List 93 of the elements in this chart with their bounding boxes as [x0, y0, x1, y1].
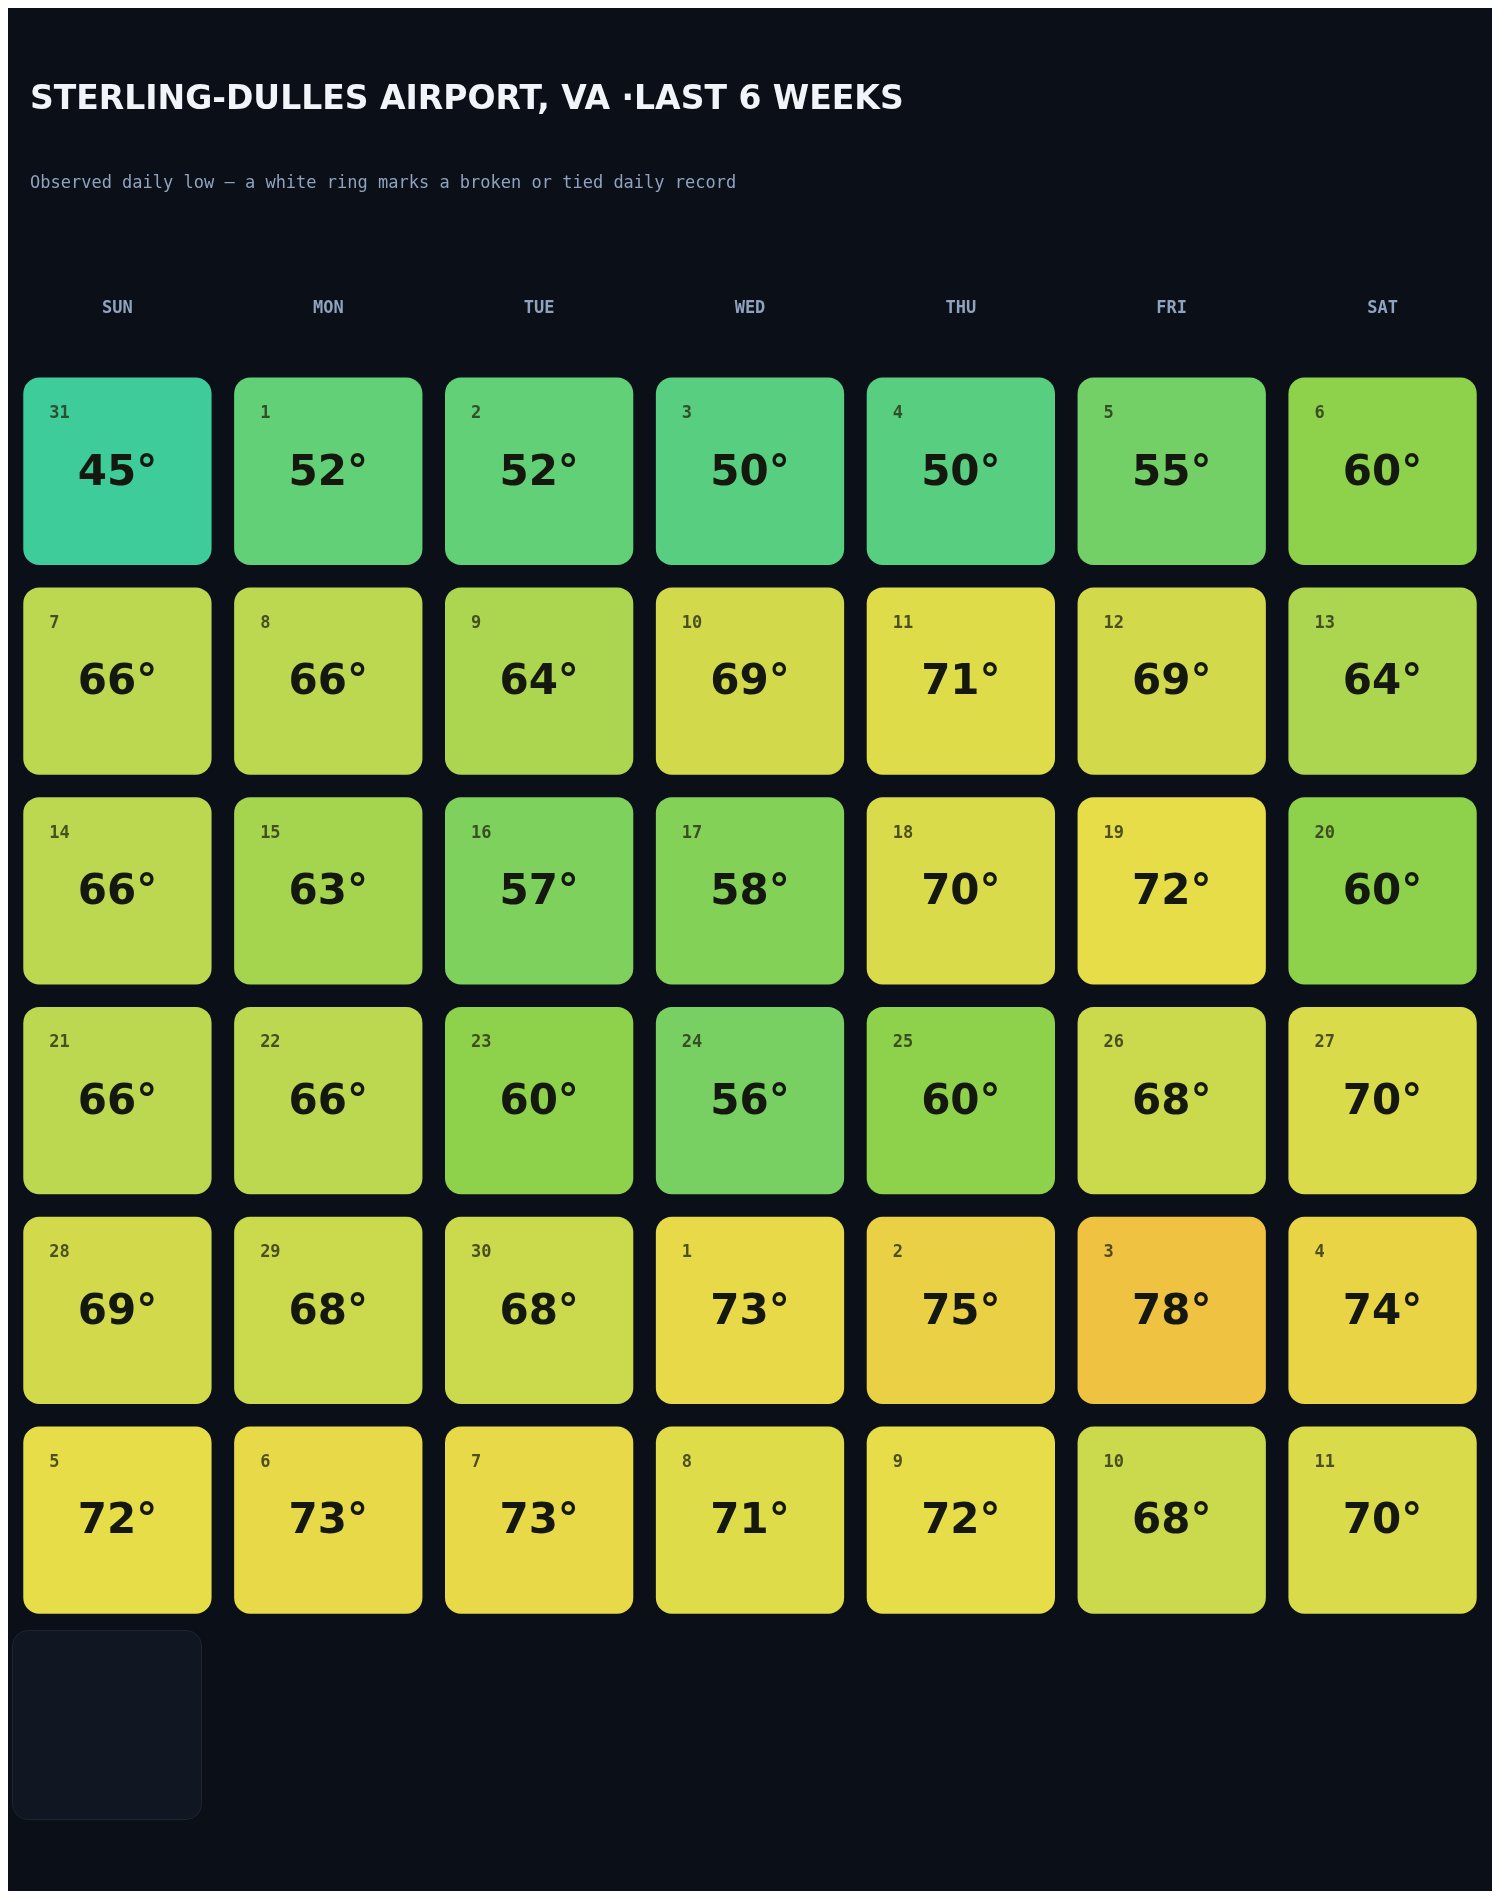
- annotation: 22: [260, 1031, 281, 1052]
- annotation: 1: [681, 1241, 693, 1262]
- annotation: 11: [892, 611, 914, 632]
- annotation: 24: [681, 1031, 703, 1052]
- annotation: 10: [681, 611, 703, 632]
- annotation: 4: [1314, 1241, 1325, 1262]
- data-label: 52°: [499, 445, 579, 495]
- data-label: 64°: [1342, 655, 1423, 705]
- data-label: 71°: [710, 1494, 790, 1544]
- annotation: 8: [681, 1450, 693, 1471]
- data-label: 60°: [1342, 445, 1423, 495]
- annotation: 21: [49, 1031, 70, 1052]
- data-label: 68°: [1131, 1074, 1212, 1124]
- data-label: 73°: [499, 1494, 579, 1544]
- data-label: 69°: [710, 655, 790, 705]
- data-label: 68°: [499, 1284, 579, 1334]
- x-tick-label: WED: [734, 296, 766, 317]
- data-label: 45°: [77, 445, 158, 495]
- data-label: 66°: [288, 1074, 369, 1124]
- annotation: 26: [1103, 1031, 1125, 1052]
- annotation: 29: [260, 1241, 281, 1262]
- data-label: 64°: [499, 655, 579, 705]
- data-label: 50°: [921, 445, 1001, 495]
- data-label: 60°: [499, 1074, 579, 1124]
- x-tick-label: FRI: [1156, 296, 1188, 317]
- annotation: 8: [260, 611, 271, 632]
- annotation: 3: [681, 402, 693, 423]
- data-label: 68°: [1131, 1494, 1212, 1544]
- data-label: 69°: [77, 1284, 158, 1334]
- annotation: 11: [1314, 1450, 1335, 1471]
- data-label: 60°: [1342, 865, 1423, 915]
- x-tick-label: THU: [945, 296, 977, 317]
- data-label: 69°: [1131, 655, 1212, 705]
- annotation: 28: [49, 1241, 70, 1262]
- data-label: 66°: [77, 1074, 158, 1124]
- annotation: 25: [892, 1031, 914, 1052]
- annotation: 15: [260, 821, 281, 842]
- annotation: 14: [49, 821, 70, 842]
- data-label: 58°: [710, 865, 790, 915]
- chart-subtitle: Observed daily low — a white ring marks a broken or tied daily record: [30, 172, 737, 192]
- annotation: 12: [1103, 611, 1125, 632]
- annotation: 19: [1103, 821, 1125, 842]
- annotation: 1: [260, 402, 271, 423]
- data-label: 68°: [288, 1284, 369, 1334]
- data-label: 55°: [1131, 445, 1212, 495]
- annotation: 5: [49, 1450, 60, 1471]
- data-label: 75°: [921, 1284, 1001, 1334]
- data-label: 70°: [1342, 1074, 1423, 1124]
- annotation: 30: [471, 1241, 492, 1262]
- annotation: 17: [681, 821, 703, 842]
- data-label: 63°: [288, 865, 369, 915]
- annotation: 20: [1314, 821, 1335, 842]
- data-label: 72°: [1131, 865, 1212, 915]
- x-tick-label: MON: [312, 296, 344, 317]
- data-label: 73°: [710, 1284, 790, 1334]
- data-label: 72°: [77, 1494, 158, 1544]
- annotation: 2: [471, 402, 482, 423]
- annotation: 2: [892, 1241, 903, 1262]
- annotation: 6: [1314, 402, 1325, 423]
- data-label: 71°: [921, 655, 1001, 705]
- annotation: 9: [892, 1450, 903, 1471]
- x-tick-label: SUN: [102, 296, 133, 317]
- x-tick-label: TUE: [523, 296, 555, 317]
- data-label: 66°: [77, 865, 158, 915]
- annotation: 31: [49, 402, 70, 423]
- data-label: 50°: [710, 445, 790, 495]
- data-label: 73°: [288, 1494, 369, 1544]
- annotation: 16: [471, 821, 492, 842]
- data-label: 72°: [921, 1494, 1001, 1544]
- data-label: 78°: [1131, 1284, 1212, 1334]
- annotation: 13: [1314, 611, 1335, 632]
- annotation: 7: [49, 611, 60, 632]
- annotation: 23: [471, 1031, 492, 1052]
- x-tick-label: SAT: [1367, 296, 1398, 317]
- data-label: 70°: [1342, 1494, 1423, 1544]
- annotation: 18: [892, 821, 914, 842]
- annotation: 3: [1103, 1241, 1114, 1262]
- data-label: 74°: [1342, 1284, 1423, 1334]
- data-label: 57°: [499, 865, 579, 915]
- data-label: 66°: [77, 655, 158, 705]
- data-label: 66°: [288, 655, 369, 705]
- chart-title: STERLING-DULLES AIRPORT, VA ·LAST 6 WEEKS: [30, 78, 904, 117]
- annotation: 10: [1103, 1450, 1125, 1471]
- annotation: 4: [892, 402, 903, 423]
- data-label: 56°: [710, 1074, 790, 1124]
- annotation: 6: [260, 1450, 271, 1471]
- annotation: 5: [1103, 402, 1114, 423]
- annotation: 7: [471, 1450, 482, 1471]
- annotation: 9: [471, 611, 482, 632]
- data-label: 60°: [921, 1074, 1001, 1124]
- data-label: 52°: [288, 445, 369, 495]
- annotation: 27: [1314, 1031, 1335, 1052]
- data-label: 70°: [921, 865, 1001, 915]
